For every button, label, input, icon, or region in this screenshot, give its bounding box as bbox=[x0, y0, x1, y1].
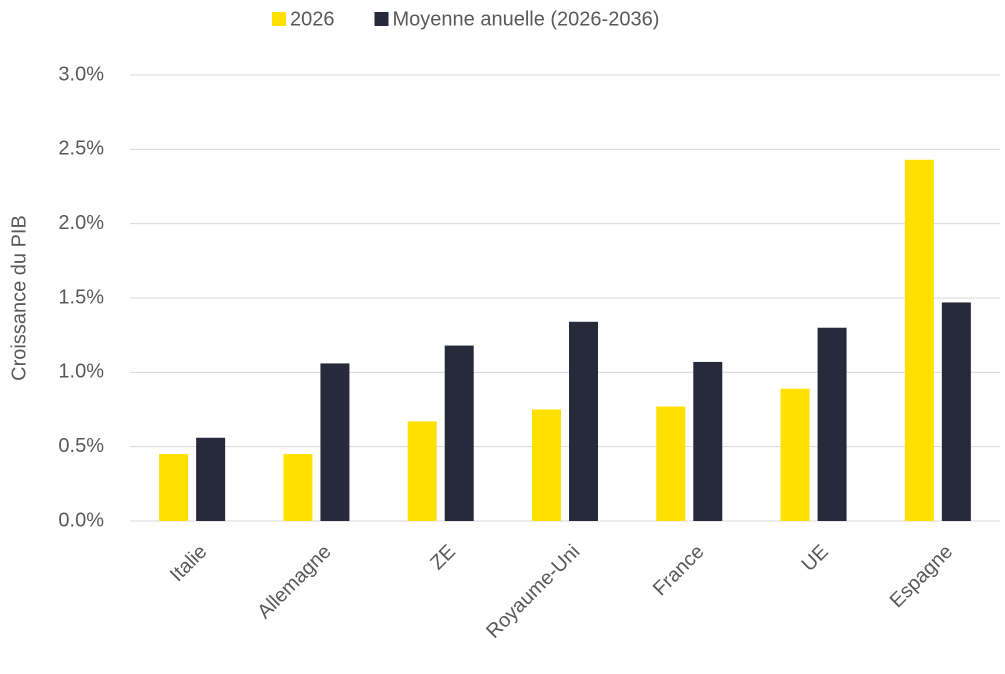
x-tick-label: ZE bbox=[426, 541, 460, 575]
x-tick-label: UE bbox=[798, 541, 833, 576]
y-tick-label: 1.0% bbox=[58, 361, 104, 383]
legend-label: Moyenne anuelle (2026-2036) bbox=[393, 8, 660, 30]
bar bbox=[444, 345, 474, 521]
bar bbox=[159, 454, 189, 521]
y-tick-label: 0.0% bbox=[58, 509, 104, 531]
y-tick-label: 2.5% bbox=[58, 138, 104, 160]
bar bbox=[569, 321, 598, 521]
bar bbox=[941, 302, 971, 521]
bar bbox=[904, 159, 934, 522]
bar bbox=[532, 409, 561, 521]
y-tick-label: 2.0% bbox=[58, 212, 104, 234]
y-tick-label: 3.0% bbox=[58, 63, 104, 85]
x-tick-label: France bbox=[649, 541, 709, 601]
bar bbox=[407, 421, 437, 521]
bar bbox=[656, 406, 686, 521]
x-tick-label: Espagne bbox=[886, 541, 957, 612]
bar bbox=[817, 327, 847, 521]
x-tick-label: Italie bbox=[166, 541, 211, 586]
y-axis-label: Croissance du PIB bbox=[8, 215, 30, 381]
legend-swatch bbox=[272, 12, 286, 26]
legend-swatch bbox=[374, 12, 389, 26]
legend-label: 2026 bbox=[290, 8, 335, 30]
y-tick-label: 0.5% bbox=[58, 435, 104, 457]
bar bbox=[693, 361, 723, 521]
x-tick-label: Allemagne bbox=[253, 541, 335, 623]
bar bbox=[320, 363, 350, 521]
bar bbox=[196, 437, 226, 521]
bar bbox=[283, 454, 313, 521]
x-tick-label: Royaume-Uni bbox=[482, 541, 584, 643]
y-tick-label: 1.5% bbox=[58, 286, 104, 308]
bar bbox=[780, 388, 810, 521]
